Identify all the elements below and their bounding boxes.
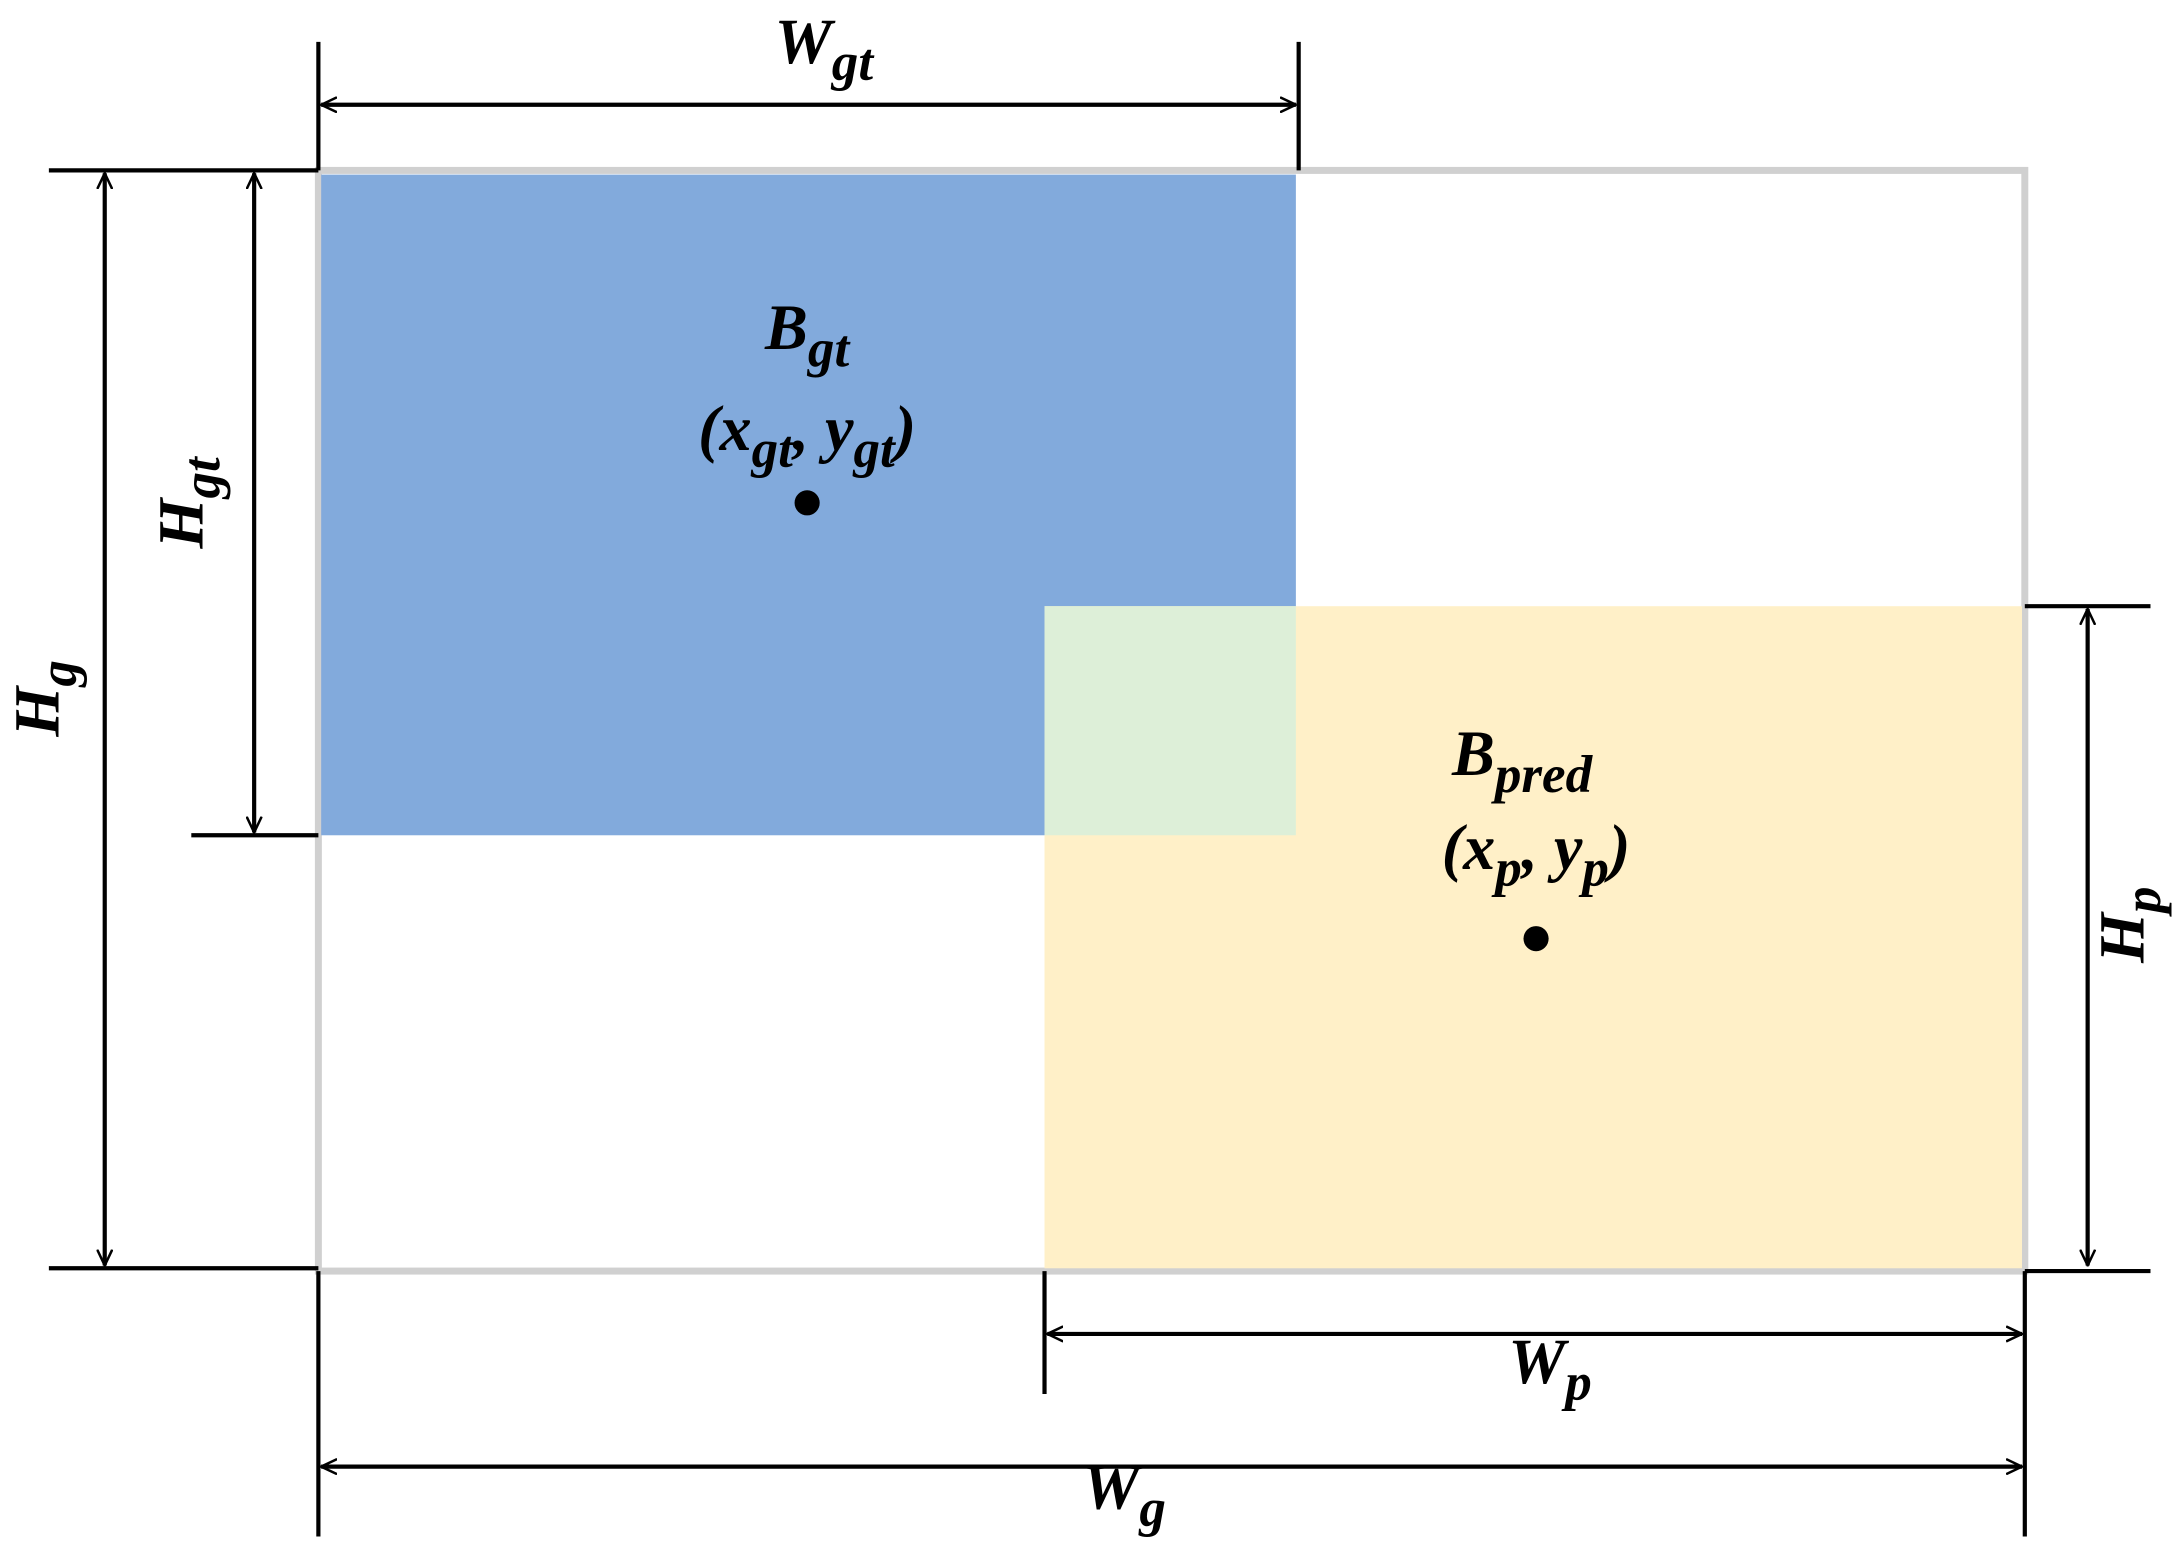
gt-center-dot [794, 490, 820, 516]
label-text: W [1082, 1452, 1143, 1523]
h-p-label: Hp [2087, 886, 2173, 964]
subscript: g [1138, 1479, 1166, 1537]
subscript: gt [173, 455, 231, 500]
h-g-label: Hg [2, 660, 88, 738]
label-text: B [1451, 718, 1495, 789]
label-text: , y [791, 393, 854, 464]
label-text: H [2, 685, 73, 738]
label-text: (x [1442, 812, 1496, 883]
label-text: (x [698, 393, 752, 464]
label-text: , y [1520, 812, 1583, 883]
h-gt-label: Hgt [145, 455, 231, 550]
subscript: gt [751, 421, 796, 479]
w-gt-label: Wgt [775, 6, 876, 92]
label-text: H [145, 496, 216, 549]
subscript: p [2114, 886, 2172, 917]
subscript: gt [831, 34, 876, 92]
subscript: p [1561, 1354, 1592, 1412]
subscript: p [1491, 840, 1522, 898]
label-text: ) [890, 393, 916, 464]
label-text: B [764, 292, 808, 363]
w-p-label: Wp [1508, 1326, 1592, 1412]
w-g-label: Wg [1082, 1452, 1166, 1538]
label-text: H [2087, 911, 2158, 964]
subscript: pred [1491, 746, 1594, 804]
subscript: gt [807, 320, 852, 378]
subscript: g [29, 660, 87, 688]
b-pred-label: Bpred [1451, 718, 1594, 804]
pred-center-dot [1523, 926, 1549, 952]
pred-center-label: (xp, yp) [1442, 812, 1631, 898]
subscript: gt [853, 421, 898, 479]
label-text: W [775, 6, 836, 77]
b-gt-label: Bgt [764, 292, 851, 378]
label-text: ) [1604, 812, 1630, 883]
dimension-lines [48, 41, 2151, 1537]
overlap-region [1044, 606, 1296, 836]
subscript: p [1578, 840, 1609, 898]
label-text: W [1508, 1326, 1569, 1397]
gt-center-label: (xgt, ygt) [698, 393, 916, 479]
